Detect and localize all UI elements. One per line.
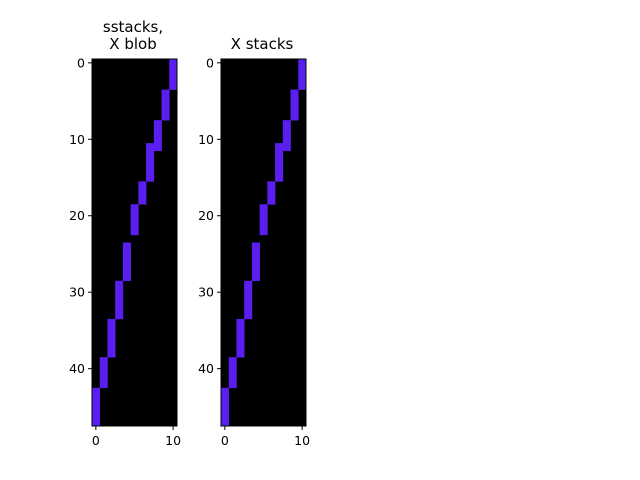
heatmap-cell-run bbox=[99, 357, 108, 389]
heatmap-cell-run bbox=[298, 59, 307, 90]
x-tick-label: 10 bbox=[165, 433, 181, 448]
panel-title-line-1: sstacks, bbox=[103, 18, 163, 36]
heatmap-cell-run bbox=[92, 387, 101, 427]
y-tick-label: 30 bbox=[198, 285, 214, 300]
heatmap-cell-run bbox=[282, 120, 291, 152]
heatmap-cell-run bbox=[130, 204, 139, 236]
heatmap-cell-run bbox=[221, 387, 230, 427]
heatmap-cell-run bbox=[122, 242, 131, 282]
x-tick-label: 0 bbox=[221, 433, 229, 448]
y-tick-label: 0 bbox=[77, 55, 85, 70]
x-tick-label: 0 bbox=[92, 433, 100, 448]
y-tick-label: 40 bbox=[69, 361, 85, 376]
heatmap-cell-run bbox=[267, 181, 276, 205]
heatmap-cell-run bbox=[251, 242, 260, 282]
y-tick-label: 30 bbox=[69, 285, 85, 300]
panel-title: X stacks bbox=[231, 35, 294, 53]
heatmap-cell-run bbox=[244, 280, 253, 320]
heatmap-cell-run bbox=[275, 143, 284, 182]
heatmap-cell-run bbox=[153, 120, 162, 152]
heatmap-cell-run bbox=[146, 143, 155, 182]
heatmap-cell-run bbox=[236, 318, 245, 358]
y-tick-label: 10 bbox=[198, 132, 214, 147]
heatmap-cell-run bbox=[115, 280, 124, 320]
axes-frame bbox=[220, 58, 307, 427]
y-tick-label: 40 bbox=[198, 361, 214, 376]
y-tick-label: 20 bbox=[198, 208, 214, 223]
heatmap-cell-run bbox=[259, 204, 268, 236]
y-tick-label: 10 bbox=[69, 132, 85, 147]
heatmap-cell-run bbox=[290, 89, 299, 121]
heatmap-cell-run bbox=[228, 357, 237, 389]
y-tick-label: 0 bbox=[206, 55, 214, 70]
axes-frame bbox=[91, 58, 178, 427]
y-tick-label: 20 bbox=[69, 208, 85, 223]
panel-x-stacks: X stacks 0 10 20 30 40 0 10 bbox=[198, 35, 310, 448]
heatmap-cell-run bbox=[169, 59, 178, 90]
heatmap-cell-run bbox=[161, 89, 170, 121]
panel-sstacks-x-blob: sstacks, X blob 0 10 20 30 40 0 10 bbox=[69, 18, 181, 448]
panel-title-line-2: X blob bbox=[109, 35, 156, 53]
heatmap-cell-run bbox=[138, 181, 147, 205]
x-tick-label: 10 bbox=[294, 433, 310, 448]
heatmap-cell-run bbox=[107, 318, 116, 358]
